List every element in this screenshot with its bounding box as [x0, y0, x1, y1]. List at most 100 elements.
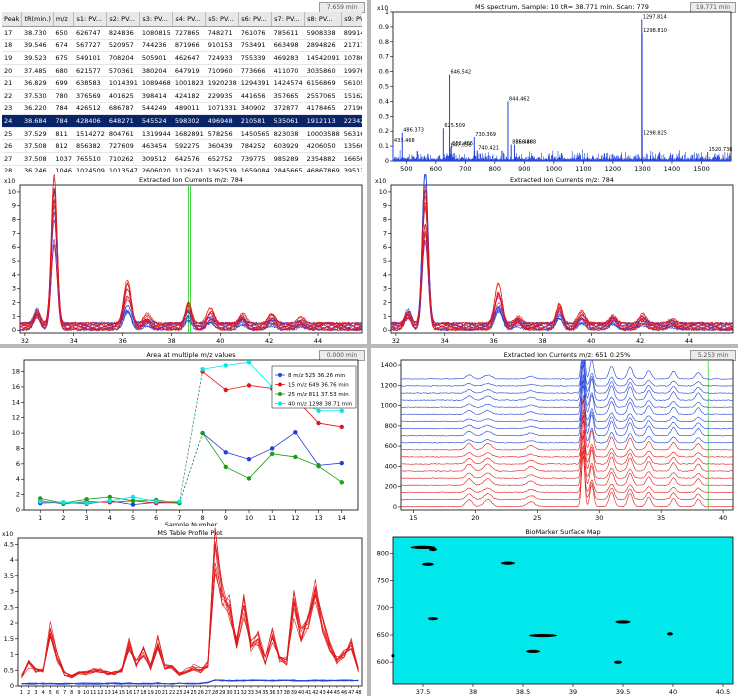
column-header[interactable]: s4: PV... [172, 12, 207, 27]
x-tick-label: 38 [284, 690, 290, 696]
axis-exponent: x10 [4, 178, 15, 185]
y-tick-label: 12 [12, 414, 20, 422]
y-tick-label: 0 [385, 157, 389, 165]
table-cell: 823038 [271, 127, 305, 141]
x-tick-label: 46 [341, 690, 347, 696]
peak-table-container[interactable]: Peak tR(min.) m/z s1: PV... s2: PV... s3: PV.… [2, 12, 362, 172]
y-tick-label: 1000 [380, 402, 397, 410]
peak-label: 1520.736 [709, 147, 733, 153]
table-cell: 10003588 [304, 127, 342, 141]
table-cell: 812 [53, 139, 74, 153]
column-header[interactable]: s8: PV... [304, 12, 343, 27]
stacked-eic-chart: Extracted Ion Currents m/z: 651 0.25% 15 2… [380, 351, 734, 522]
table-row[interactable]: 27 37.508 1037 765510 710262 309512 642576 6527… [2, 152, 362, 166]
stacked-trace [400, 409, 733, 472]
x-tick-label: 34 [255, 690, 261, 696]
data-point [130, 494, 136, 500]
table-cell: 14542091 [304, 51, 342, 65]
stacked-trace [400, 435, 734, 479]
x-tick-label: 38 [167, 337, 175, 344]
surface-blob [422, 562, 434, 566]
table-row[interactable]: 26 37.508 812 856382 727609 463454 592275 36043… [2, 139, 362, 153]
peak-label: 1297.814 [643, 14, 667, 20]
x-tick-label: 32 [392, 337, 400, 344]
chart-title: Area at multiple m/z values [146, 351, 236, 359]
data-point [154, 499, 159, 504]
table-row[interactable]: 24 38.684 784 428406 648271 545524 598302 49694… [2, 114, 362, 128]
table-cell: 739775 [238, 152, 272, 166]
table-row[interactable]: 23 36.220 784 426512 686787 544249 489011 10713… [2, 102, 362, 116]
table-row[interactable]: 20 37.485 680 621577 570361 380204 647919 71096… [2, 64, 362, 78]
x-tick-label: 1400 [664, 165, 681, 173]
stacked-trace [400, 450, 734, 501]
column-header[interactable]: s1: PV... [73, 12, 108, 27]
data-point [339, 408, 344, 413]
data-point [177, 499, 182, 504]
table-row[interactable]: 25 37.529 811 1514272 804761 1319944 1682891 57… [2, 127, 362, 141]
data-point [107, 494, 113, 500]
x-tick-label: 6 [154, 514, 158, 522]
y-tick-label: 0.1 [379, 142, 389, 150]
table-row[interactable]: 17 38.730 650 626747 824836 1080815 727865 7482… [2, 26, 362, 40]
table-cell: 804761 [106, 127, 140, 141]
surface-blob [529, 633, 557, 638]
table-cell: 1046 [53, 165, 74, 172]
x-tick-label: 41 [305, 690, 311, 696]
table-cell: 780 [53, 89, 74, 103]
x-tick-label: 30 [226, 690, 232, 696]
column-header[interactable]: m/z [53, 12, 75, 27]
x-tick-label: 28 [212, 690, 218, 696]
table-row[interactable]: 21 36.829 699 638583 1014391 1089468 1001823 19… [2, 76, 362, 90]
chart-title: MS spectrum, Sample: 10 tR= 38.771 min. … [475, 3, 649, 11]
table-row[interactable]: 19 39.523 675 549101 708204 505901 462647 72493… [2, 51, 362, 65]
y-tick-label: 6 [383, 243, 387, 251]
table-cell: 462647 [172, 51, 206, 65]
data-point [246, 383, 252, 388]
column-header[interactable]: s9: PV... [341, 12, 362, 27]
table-cell: 1450565 [238, 127, 272, 141]
data-point [316, 463, 321, 469]
surface-blob [501, 561, 515, 565]
x-tick-label: 25 [190, 690, 196, 696]
table-cell: 3035860 [304, 64, 342, 78]
y-tick-label: 3 [383, 285, 387, 293]
table-cell: 1516240 [341, 89, 362, 103]
peak-label: 740.421 [478, 146, 499, 152]
chart-title: MS Table Profile Plot [157, 529, 223, 537]
table-cell: 724933 [205, 51, 239, 65]
table-row[interactable]: 28 36.246 1046 1024509 1013547 2606020 1126241… [2, 165, 362, 172]
table-cell: 426512 [73, 102, 107, 116]
x-tick-label: 44 [327, 690, 333, 696]
peak-label: 866.488 [515, 140, 536, 146]
x-tick-label: 40 [587, 337, 595, 344]
x-tick-label: 9 [224, 514, 228, 522]
table-row[interactable]: 22 37.530 780 376569 401625 398414 424182 22993… [2, 89, 362, 103]
x-tick-label: 38 [538, 337, 546, 344]
table-cell: 650 [53, 26, 74, 40]
table-cell: 535061 [271, 114, 305, 128]
table-cell: 784252 [238, 139, 272, 153]
column-header[interactable]: s6: PV... [238, 12, 273, 27]
table-cell: 2719672 [341, 102, 362, 116]
x-tick-label: 32 [241, 690, 247, 696]
table-cell: 1001823 [172, 76, 206, 90]
table-cell: 27 [2, 152, 22, 166]
column-header[interactable]: tR(min.) [21, 12, 54, 27]
data-point [316, 420, 321, 426]
peak-label: 646.542 [451, 70, 472, 76]
peak-label: 647.656 [451, 143, 472, 149]
y-tick-label: 8 [383, 216, 387, 224]
table-cell: 37.485 [21, 64, 54, 78]
column-header[interactable]: s3: PV... [139, 12, 174, 27]
column-header[interactable]: s7: PV... [271, 12, 306, 27]
y-tick-label: 2 [12, 299, 16, 307]
table-cell: 376569 [73, 89, 107, 103]
table-cell: 39.546 [21, 39, 54, 53]
table-cell: 642576 [172, 152, 206, 166]
column-header[interactable]: s2: PV... [106, 12, 141, 27]
column-header[interactable]: s5: PV... [205, 12, 240, 27]
column-header[interactable]: Peak [2, 12, 23, 27]
y-tick-label: 3 [12, 285, 16, 293]
table-row[interactable]: 18 39.546 674 567727 520957 744236 871966 91015… [2, 39, 362, 53]
